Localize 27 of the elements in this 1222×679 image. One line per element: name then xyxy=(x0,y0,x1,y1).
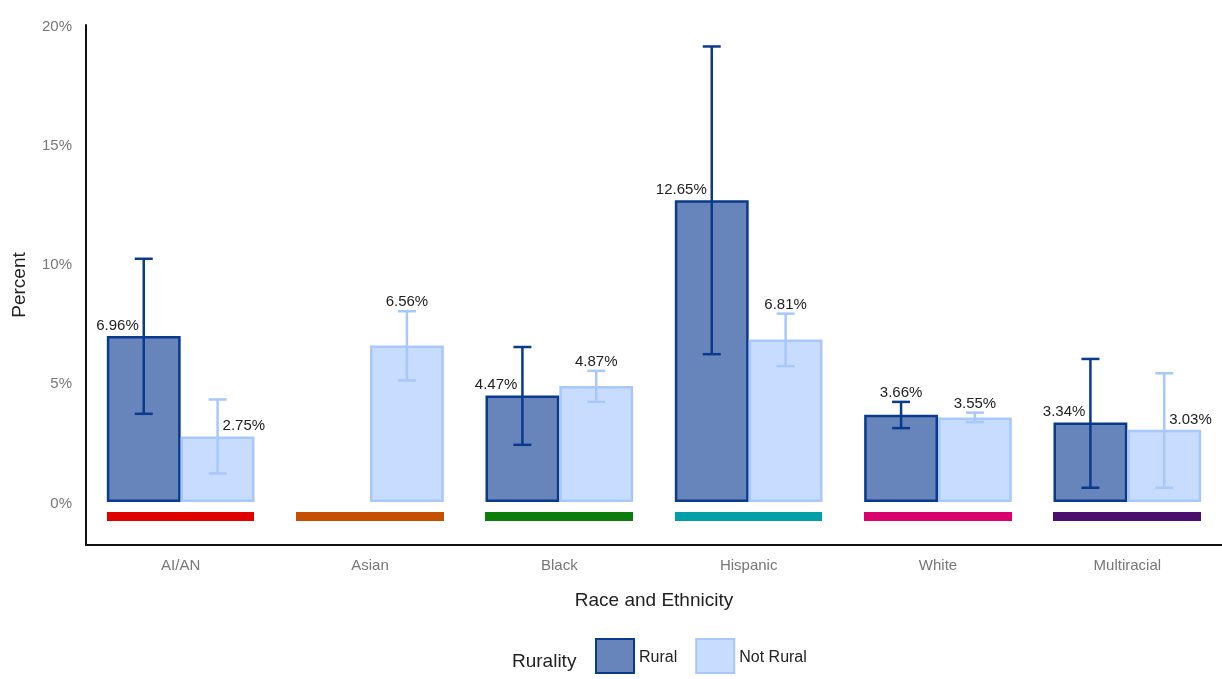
data-label: 6.81% xyxy=(764,294,807,312)
y-tick-label: 10% xyxy=(41,255,72,273)
y-tick-label: 5% xyxy=(50,374,72,392)
data-label: 3.03% xyxy=(1169,409,1212,427)
legend-label: Not Rural xyxy=(739,647,807,665)
data-label: 3.66% xyxy=(879,382,923,400)
legend-title: Rurality xyxy=(512,650,577,671)
data-label: 4.47% xyxy=(474,375,518,393)
data-label: 6.56% xyxy=(385,292,429,310)
y-tick-label: 20% xyxy=(41,16,72,34)
data-label: 4.87% xyxy=(574,351,618,369)
y-tick-label: 0% xyxy=(50,493,72,511)
x-tick-label: Asian xyxy=(351,556,389,573)
data-label: 12.65% xyxy=(655,180,707,198)
x-tick-label: Hispanic xyxy=(719,556,778,573)
data-label: 6.96% xyxy=(96,316,139,334)
x-tick-label: Multiracial xyxy=(1093,556,1162,573)
x-tick-label: Black xyxy=(540,556,579,573)
data-label: 3.34% xyxy=(1042,402,1086,420)
y-tick-label: 15% xyxy=(41,135,72,153)
y-axis-title: Percent xyxy=(8,251,29,318)
legend-label: Rural xyxy=(639,647,678,665)
x-axis-title: Race and Ethnicity xyxy=(574,589,734,610)
data-label: 3.55% xyxy=(953,393,997,411)
x-tick-label: White xyxy=(918,556,958,573)
data-label: 2.75% xyxy=(222,416,266,434)
x-tick-label: AI/AN xyxy=(161,556,201,573)
